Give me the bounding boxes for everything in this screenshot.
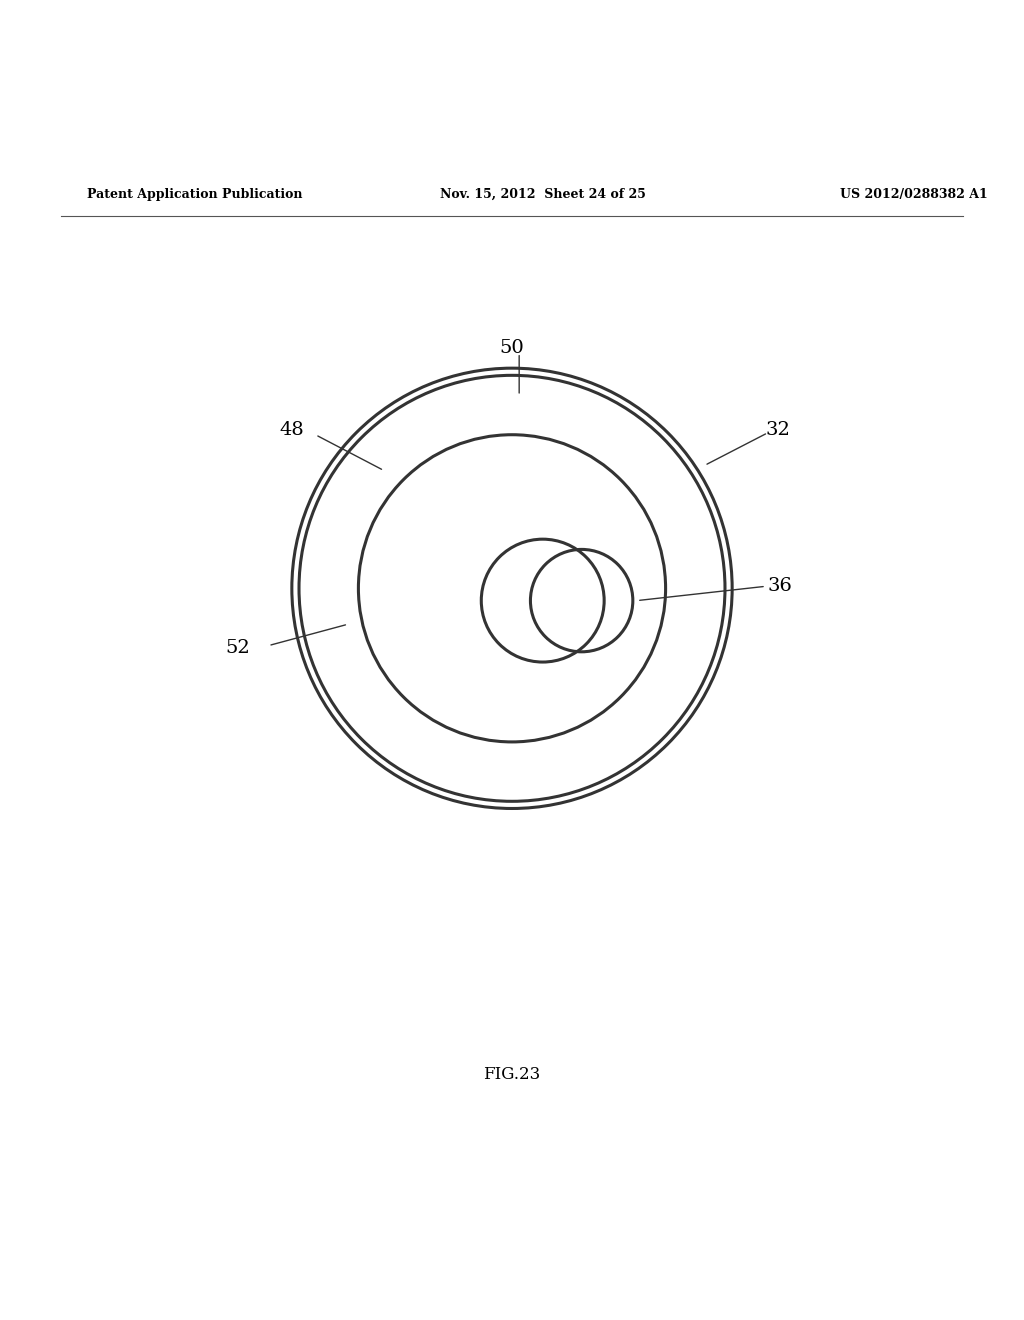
- Text: US 2012/0288382 A1: US 2012/0288382 A1: [840, 187, 987, 201]
- Text: Patent Application Publication: Patent Application Publication: [87, 187, 302, 201]
- Text: 32: 32: [766, 421, 791, 438]
- Text: 50: 50: [500, 339, 524, 356]
- Text: 52: 52: [225, 639, 250, 657]
- Text: 36: 36: [768, 577, 793, 595]
- Text: Nov. 15, 2012  Sheet 24 of 25: Nov. 15, 2012 Sheet 24 of 25: [440, 187, 646, 201]
- Text: FIG.23: FIG.23: [483, 1067, 541, 1084]
- Text: 48: 48: [280, 421, 304, 438]
